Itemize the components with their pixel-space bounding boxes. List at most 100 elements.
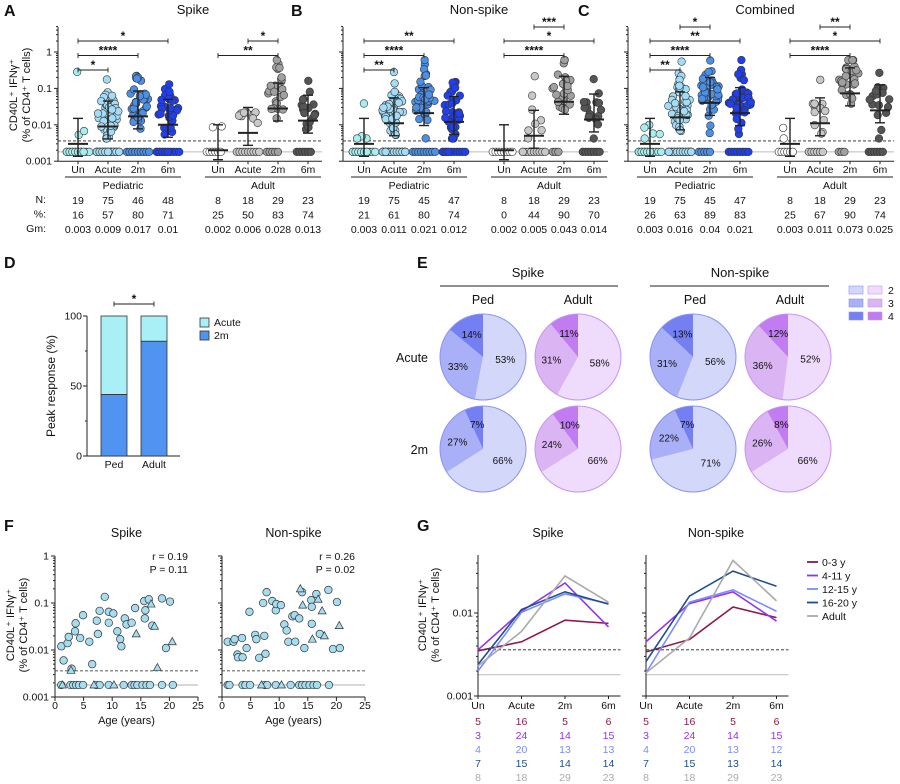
significance-label: ****	[99, 44, 118, 58]
data-point	[448, 122, 457, 132]
data-point-circle	[85, 637, 94, 646]
panel-c-chart: Combined	[628, 2, 894, 157]
data-point	[394, 98, 403, 107]
data-point-circle	[95, 606, 104, 616]
n-value: 18	[528, 195, 540, 207]
sample-count: 15	[603, 730, 615, 742]
data-point-circle	[119, 680, 128, 690]
significance-label: ****	[671, 44, 690, 58]
sample-count: 5	[643, 716, 649, 728]
panel-a-tick-label: 0.1	[37, 83, 52, 95]
x-tick-label: 6m	[447, 164, 462, 176]
x-tick-label: 5	[81, 700, 87, 712]
data-point	[874, 134, 884, 143]
data-point	[655, 130, 664, 139]
sample-count: 29	[559, 772, 571, 784]
n-value: 18	[242, 195, 254, 207]
data-point	[878, 147, 887, 157]
data-point	[304, 76, 313, 85]
correlation-p: P = 0.02	[316, 564, 355, 576]
panel-d-tick-label: 50	[70, 381, 82, 393]
data-point	[359, 99, 369, 108]
panel-f-tick-label: 1	[43, 551, 49, 563]
data-point-circle	[157, 594, 167, 603]
data-point	[421, 134, 430, 143]
pie-slice	[550, 314, 578, 357]
data-point	[640, 123, 649, 132]
legend-label: 2	[888, 285, 894, 297]
x-tick-label: 2m	[558, 700, 573, 712]
data-point	[680, 107, 689, 116]
data-point-circle	[165, 597, 175, 606]
correlation-p: P = 0.11	[150, 564, 189, 576]
data-point-triangle	[146, 599, 156, 608]
data-point	[423, 115, 432, 125]
n-value: 23	[874, 195, 886, 207]
sample-count: 15	[684, 758, 696, 770]
data-point	[73, 67, 82, 76]
pie-slice	[474, 314, 526, 401]
x-tick-label: 6m	[733, 164, 748, 176]
data-point	[871, 87, 880, 96]
sample-count: 6	[774, 716, 780, 728]
data-point	[352, 134, 362, 143]
data-point	[447, 99, 457, 108]
data-point-circle	[262, 588, 271, 597]
data-point-triangle	[295, 583, 305, 593]
pie-slice	[535, 323, 578, 395]
column-header: Non-spike	[711, 265, 770, 280]
data-point	[698, 83, 708, 92]
data-point-circle	[332, 597, 342, 607]
data-point	[79, 126, 89, 136]
percent-value: 90	[844, 210, 856, 222]
data-point-circle	[92, 616, 101, 625]
geomean-value: 0.006	[235, 224, 261, 236]
n-value: 45	[704, 195, 716, 207]
x-tick-label: 20	[331, 700, 343, 712]
panel-label-A: A	[4, 3, 16, 20]
pie-outline	[744, 313, 832, 401]
data-point	[391, 130, 400, 139]
data-point	[451, 83, 460, 92]
x-tick-label: 2m	[557, 164, 572, 176]
significance-label: *	[547, 29, 552, 43]
geomean-value: 0.003	[351, 224, 377, 236]
panel-f-tick-label: 0.001	[23, 692, 49, 704]
sample-count: 4	[475, 744, 481, 756]
sample-count: 15	[771, 730, 783, 742]
data-point	[79, 147, 88, 157]
x-tick-label: 0	[219, 700, 225, 712]
data-point	[589, 134, 598, 143]
data-point-circle	[71, 619, 80, 628]
x-tick-label: Acute	[95, 164, 122, 176]
data-point	[275, 63, 284, 73]
x-tick-label: 6m	[161, 164, 176, 176]
data-point-triangle	[317, 605, 327, 615]
x-tick-label: Un	[71, 164, 85, 176]
data-point-circle	[335, 643, 344, 653]
data-point	[305, 87, 314, 96]
data-point	[310, 110, 319, 120]
data-point	[838, 78, 847, 87]
significance-label: ****	[525, 44, 544, 58]
x-tick-label: 2m	[703, 164, 718, 176]
x-tick-label: 2m	[843, 164, 858, 176]
percent-value: 25	[212, 210, 224, 222]
significance-label: *	[121, 29, 126, 43]
data-point-circle	[117, 642, 126, 651]
pie-slice-label: 13%	[672, 330, 692, 341]
series-line-4-11y	[477, 581, 610, 651]
sample-count: 13	[727, 758, 739, 770]
x-tick-label: Un	[783, 164, 797, 176]
data-point-circle	[255, 653, 264, 663]
legend-label: 2m	[214, 330, 229, 342]
y-axis-label: (% of CD4⁺ T cells)	[21, 48, 33, 143]
sample-count: 8	[643, 772, 649, 784]
sample-count: 14	[771, 758, 783, 770]
n-value: 23	[588, 195, 600, 207]
data-point	[253, 118, 262, 128]
pie-outline	[744, 405, 832, 493]
data-point	[816, 75, 825, 84]
sample-count: 13	[727, 744, 739, 756]
series-line-Adult	[645, 559, 778, 674]
